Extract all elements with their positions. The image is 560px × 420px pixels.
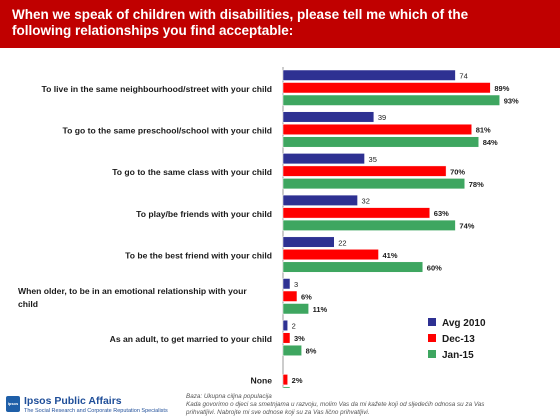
- bar-jan-15: [282, 178, 465, 190]
- category-label: To go to the same class with your child: [112, 167, 272, 177]
- bar-jan-15: [282, 219, 456, 231]
- bar-avg-2010: [282, 111, 375, 123]
- bar-avg-2010: [282, 194, 358, 206]
- data-label: 81%: [476, 126, 491, 135]
- footnote-line-2: Kada govorimo o djeci sa smetnjama u raz…: [186, 401, 485, 408]
- category-label: To play/be friends with your child: [136, 209, 272, 219]
- bar-dec-13: [282, 82, 491, 94]
- legend-swatch: [428, 350, 436, 358]
- bar-jan-15: [282, 303, 309, 315]
- bar-jan-15: [282, 386, 291, 388]
- data-label: 60%: [427, 263, 442, 272]
- data-label: 2%: [292, 376, 303, 385]
- data-label: 11%: [313, 305, 328, 314]
- brand-tagline: The Social Research and Corporate Reputa…: [24, 408, 168, 414]
- footnote-line-1: Baza: Ukupna ciljna populacija: [186, 393, 272, 400]
- bar-jan-15: [282, 344, 302, 356]
- bar-avg-2010: [282, 153, 365, 165]
- page-title: When we speak of children with disabilit…: [12, 7, 552, 39]
- bar-avg-2010: [282, 69, 456, 81]
- data-label: 78%: [469, 180, 484, 189]
- bar-dec-13: [282, 332, 291, 344]
- data-label: 41%: [383, 251, 398, 260]
- data-label: 32: [362, 197, 370, 206]
- data-label: 22: [338, 238, 346, 247]
- category-label: When older, to be in an emotional relati…: [18, 286, 247, 296]
- bar-dec-13: [282, 207, 431, 219]
- ipsos-logo-icon: Ipsos: [6, 396, 20, 412]
- title-banner: When we speak of children with disabilit…: [0, 0, 560, 48]
- legend-label: Jan-15: [442, 350, 474, 361]
- brand-name: Ipsos Public Affairs: [24, 395, 122, 407]
- category-label: To be the best friend with your child: [125, 251, 272, 261]
- category-label: To go to the same preschool/school with …: [63, 125, 272, 135]
- bar-avg-2010: [282, 278, 291, 290]
- data-label: 70%: [450, 167, 465, 176]
- legend-swatch: [428, 334, 436, 342]
- data-label: 74%: [459, 222, 474, 231]
- data-label: 74: [459, 72, 467, 81]
- category-label: As an adult, to get married to your chil…: [110, 334, 272, 344]
- bar-chart: To live in the same neighbourhood/street…: [18, 67, 519, 388]
- bar-dec-13: [282, 290, 298, 302]
- bar-dec-13: [282, 374, 288, 386]
- legend-label: Dec-13: [442, 334, 475, 345]
- title-line-1: When we speak of children with disabilit…: [12, 7, 469, 22]
- bar-avg-2010: [282, 319, 288, 331]
- bar-jan-15: [282, 136, 479, 148]
- category-label: To live in the same neighbourhood/street…: [42, 84, 272, 94]
- bar-dec-13: [282, 249, 379, 261]
- bar-avg-2010: [282, 236, 335, 248]
- data-label: 63%: [434, 209, 449, 218]
- footnote-line-3: prihvatljivi. Nabrojte mi sve odnose koj…: [186, 409, 370, 416]
- bar-dec-13: [282, 123, 472, 135]
- data-label: 89%: [494, 84, 509, 93]
- data-label: 35: [369, 155, 377, 164]
- data-label: 3%: [294, 334, 305, 343]
- category-label: child: [18, 299, 38, 309]
- footnote: Baza: Ukupna ciljna populacija Kada govo…: [186, 393, 546, 417]
- bar-jan-15: [282, 261, 424, 273]
- data-label: 3: [294, 280, 298, 289]
- category-label: None: [251, 376, 273, 386]
- bar-jan-15: [282, 94, 500, 106]
- legend-label: Avg 2010: [442, 318, 486, 329]
- data-label: 93%: [504, 97, 519, 106]
- data-label: 2: [292, 322, 296, 331]
- data-label: 6%: [301, 293, 312, 302]
- title-line-2: following relationships you find accepta…: [12, 23, 294, 38]
- data-label: 8%: [306, 347, 317, 356]
- legend-swatch: [428, 318, 436, 326]
- bar-dec-13: [282, 165, 447, 177]
- data-label: 84%: [483, 138, 498, 147]
- data-label: 39: [378, 113, 386, 122]
